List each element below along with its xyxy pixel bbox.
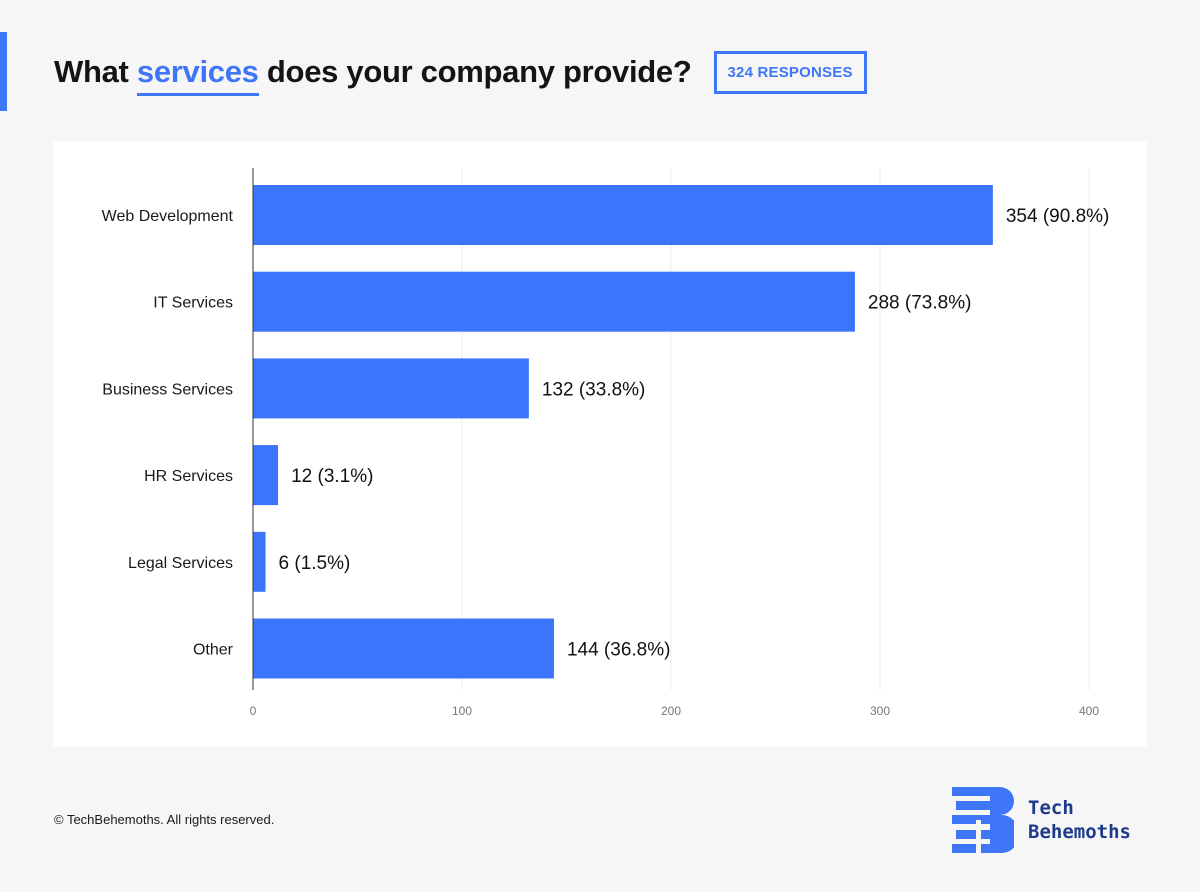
title-before: What	[54, 54, 137, 89]
data-label: 354 (90.8%)	[1006, 206, 1110, 227]
x-tick-label: 0	[250, 704, 257, 718]
responses-badge: 324 RESPONSES	[713, 50, 867, 94]
x-tick-label: 200	[661, 704, 681, 718]
title-highlight: services	[136, 54, 259, 96]
logo-line1: Tech	[1028, 797, 1074, 819]
techbehemoths-logo-mark	[952, 787, 1014, 853]
bar	[253, 531, 266, 592]
data-label: 12 (3.1%)	[291, 466, 373, 487]
logo-line2: Behemoths	[1028, 821, 1131, 843]
x-tick-label: 400	[1079, 704, 1099, 718]
bar	[253, 445, 279, 506]
accent-bar	[0, 32, 7, 111]
techbehemoths-logo: Tech Behemoths	[952, 786, 1152, 854]
copyright-text: © TechBehemoths. All rights reserved.	[54, 812, 275, 827]
data-label: 288 (73.8%)	[868, 293, 972, 314]
x-tick-label: 300	[870, 704, 890, 718]
category-label: Legal Services	[128, 555, 233, 572]
bar	[253, 185, 993, 245]
category-label: HR Services	[144, 468, 233, 485]
bar	[253, 358, 529, 419]
data-label: 144 (36.8%)	[567, 640, 671, 661]
data-label: 132 (33.8%)	[542, 379, 646, 400]
title-after: does your company provide?	[258, 54, 692, 89]
category-label: Other	[193, 642, 234, 659]
page-title: What services does your company provide?	[54, 54, 692, 96]
x-tick-label: 100	[452, 704, 472, 718]
category-label: Business Services	[102, 381, 233, 398]
bar-chart: 0 100 200 300 400 Web Development 354 (90.8%) I…	[102, 168, 1110, 718]
data-label: 6 (1.5%)	[279, 553, 351, 574]
logo-text: Tech Behemoths	[1028, 796, 1131, 844]
bar	[253, 618, 554, 679]
category-label: Web Development	[102, 208, 234, 225]
chart-panel: 0 100 200 300 400 Web Development 354 (90.8%) I…	[53, 142, 1147, 746]
category-label: IT Services	[153, 295, 233, 312]
bar	[253, 271, 855, 332]
header: What services does your company provide?…	[54, 48, 867, 96]
